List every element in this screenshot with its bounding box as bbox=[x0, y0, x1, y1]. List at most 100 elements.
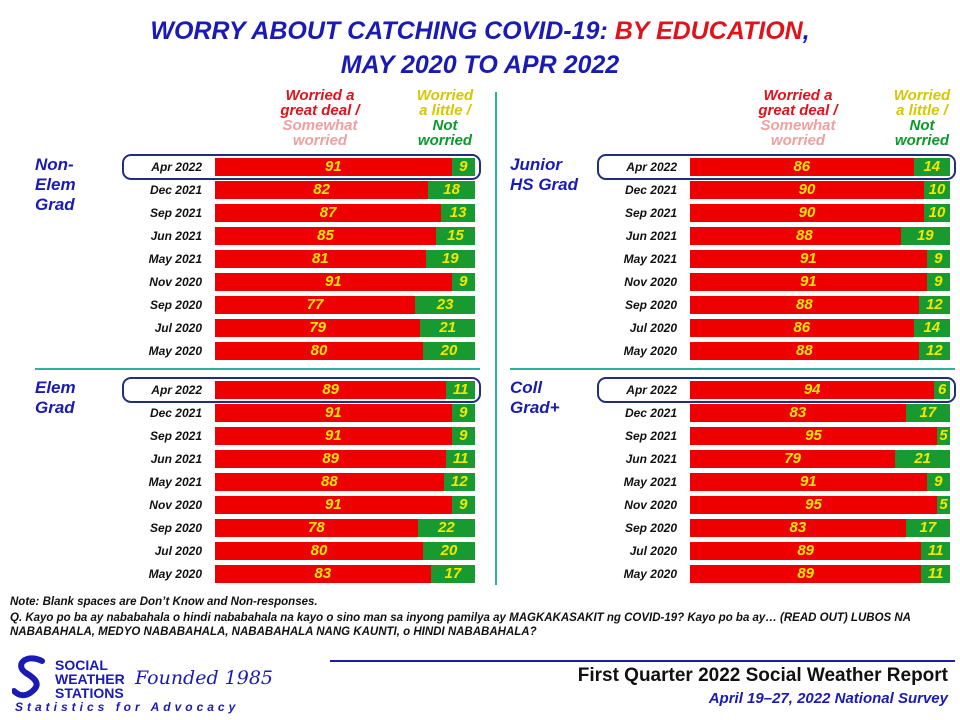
bar-worried: 91 bbox=[690, 473, 927, 491]
row-label: Jun 2021 bbox=[150, 229, 202, 243]
legend-notworried-r1: Worried bbox=[893, 87, 951, 104]
bar-not-worried: 22 bbox=[417, 519, 475, 537]
legend-notworried-l3: Not bbox=[432, 117, 458, 134]
legend-worried-right: Worried a great deal / Somewhat worried bbox=[738, 88, 858, 148]
bar-not-worried: 21 bbox=[420, 319, 475, 337]
bar-not-worried: 5 bbox=[937, 496, 950, 514]
bar-not-worried: 9 bbox=[451, 496, 475, 514]
bar-not-worried: 11 bbox=[921, 542, 950, 560]
row-label: Apr 2022 bbox=[626, 160, 677, 174]
row-label: Jul 2020 bbox=[154, 321, 202, 335]
row-label: Nov 2020 bbox=[149, 498, 202, 512]
bar-not-worried: 6 bbox=[934, 381, 950, 399]
row-label: Sep 2020 bbox=[624, 298, 677, 312]
legend-notworried-r4: worried bbox=[894, 132, 950, 149]
bar-worried: 83 bbox=[690, 404, 906, 422]
legend-worried-r3: Somewhat bbox=[760, 117, 836, 134]
bar-worried: 95 bbox=[690, 427, 937, 445]
title-part1: WORRY ABOUT CATCHING COVID-19: bbox=[150, 17, 615, 45]
note-question: Q. Kayo po ba ay nababahala o hindi naba… bbox=[10, 612, 911, 638]
bar-worried: 88 bbox=[215, 473, 444, 491]
legend-notworried-l1: Worried bbox=[416, 87, 474, 104]
bar-not-worried: 18 bbox=[428, 181, 475, 199]
group-label-elem-grad: Elem Grad bbox=[35, 378, 76, 418]
bar-worried: 80 bbox=[215, 542, 423, 560]
group-label-line: Junior bbox=[510, 155, 562, 174]
legend-notworried-r2: a little / bbox=[896, 102, 948, 119]
bar-worried: 90 bbox=[690, 204, 924, 222]
row-label: Sep 2021 bbox=[149, 429, 202, 443]
org-name-line3: STATIONS bbox=[55, 685, 124, 701]
bar-worried: 91 bbox=[690, 273, 927, 291]
row-label: Apr 2022 bbox=[151, 383, 202, 397]
row-label: Dec 2021 bbox=[149, 183, 202, 197]
row-label: Sep 2021 bbox=[149, 206, 202, 220]
legend-worried-r1: Worried a bbox=[763, 87, 833, 104]
group-label-line: Non- bbox=[35, 155, 74, 174]
row-label: Sep 2021 bbox=[624, 429, 677, 443]
legend-notworried-l2: a little / bbox=[419, 102, 471, 119]
bar-not-worried: 21 bbox=[895, 450, 950, 468]
row-label: Dec 2021 bbox=[149, 406, 202, 420]
bar-not-worried: 11 bbox=[446, 450, 475, 468]
legend-worried-l2: great deal / bbox=[280, 102, 360, 119]
row-label: Nov 2020 bbox=[624, 498, 677, 512]
bar-not-worried: 20 bbox=[423, 542, 475, 560]
bar-worried: 79 bbox=[215, 319, 421, 337]
org-name-line1: SOCIAL bbox=[55, 657, 108, 673]
bar-worried: 87 bbox=[215, 204, 442, 222]
row-label: May 2021 bbox=[623, 252, 677, 266]
group-label-line: Grad+ bbox=[510, 398, 560, 417]
group-label-line: Coll bbox=[510, 378, 543, 397]
founded-year: Founded 1985 bbox=[135, 667, 274, 689]
bar-worried: 90 bbox=[690, 181, 924, 199]
row-label: Nov 2020 bbox=[149, 275, 202, 289]
group-label-line: Grad bbox=[35, 398, 75, 417]
row-label: Dec 2021 bbox=[624, 406, 677, 420]
row-label: Sep 2020 bbox=[624, 521, 677, 535]
group-label-line: Grad bbox=[35, 195, 75, 214]
bar-not-worried: 17 bbox=[905, 404, 950, 422]
bar-not-worried: 17 bbox=[905, 519, 950, 537]
bar-not-worried: 9 bbox=[451, 273, 475, 291]
bar-not-worried: 20 bbox=[423, 342, 475, 360]
horizontal-divider-right bbox=[510, 368, 955, 370]
bar-worried: 77 bbox=[215, 296, 416, 314]
bar-worried: 89 bbox=[215, 450, 447, 468]
bar-not-worried: 11 bbox=[921, 565, 950, 583]
row-label: Jun 2021 bbox=[625, 452, 677, 466]
row-label: Jun 2021 bbox=[625, 229, 677, 243]
tagline: Statistics for Advocacy bbox=[15, 700, 240, 714]
bar-worried: 91 bbox=[215, 158, 452, 176]
bar-worried: 81 bbox=[215, 250, 426, 268]
bar-worried: 89 bbox=[690, 542, 922, 560]
bar-worried: 91 bbox=[215, 273, 452, 291]
legend-worried-l4: worried bbox=[292, 132, 348, 149]
group-label-coll-grad: Coll Grad+ bbox=[510, 378, 560, 418]
row-label: Dec 2021 bbox=[624, 183, 677, 197]
legend-notworried-r3: Not bbox=[909, 117, 935, 134]
bar-not-worried: 12 bbox=[918, 342, 950, 360]
row-label: Jul 2020 bbox=[154, 544, 202, 558]
bar-worried: 78 bbox=[215, 519, 418, 537]
group-label-non-elem-grad: Non- Elem Grad bbox=[35, 155, 76, 215]
bar-not-worried: 12 bbox=[918, 296, 950, 314]
bar-worried: 82 bbox=[215, 181, 429, 199]
bar-not-worried: 15 bbox=[436, 227, 475, 245]
row-label: May 2021 bbox=[623, 475, 677, 489]
title-part2: BY EDUCATION bbox=[614, 17, 803, 45]
bar-worried: 85 bbox=[215, 227, 436, 245]
sws-logo-icon bbox=[12, 655, 45, 699]
bar-not-worried: 12 bbox=[443, 473, 475, 491]
bar-not-worried: 11 bbox=[446, 381, 475, 399]
bar-worried: 91 bbox=[215, 427, 452, 445]
title-part3: , bbox=[802, 17, 810, 45]
row-label: May 2020 bbox=[623, 567, 677, 581]
row-label: May 2020 bbox=[148, 344, 202, 358]
legend-notworried-right: Worried a little / Not worried bbox=[862, 88, 960, 148]
row-label: Jul 2020 bbox=[629, 544, 677, 558]
bar-not-worried: 10 bbox=[924, 204, 950, 222]
bar-worried: 79 bbox=[690, 450, 896, 468]
bar-not-worried: 5 bbox=[937, 427, 950, 445]
bar-not-worried: 9 bbox=[451, 404, 475, 422]
